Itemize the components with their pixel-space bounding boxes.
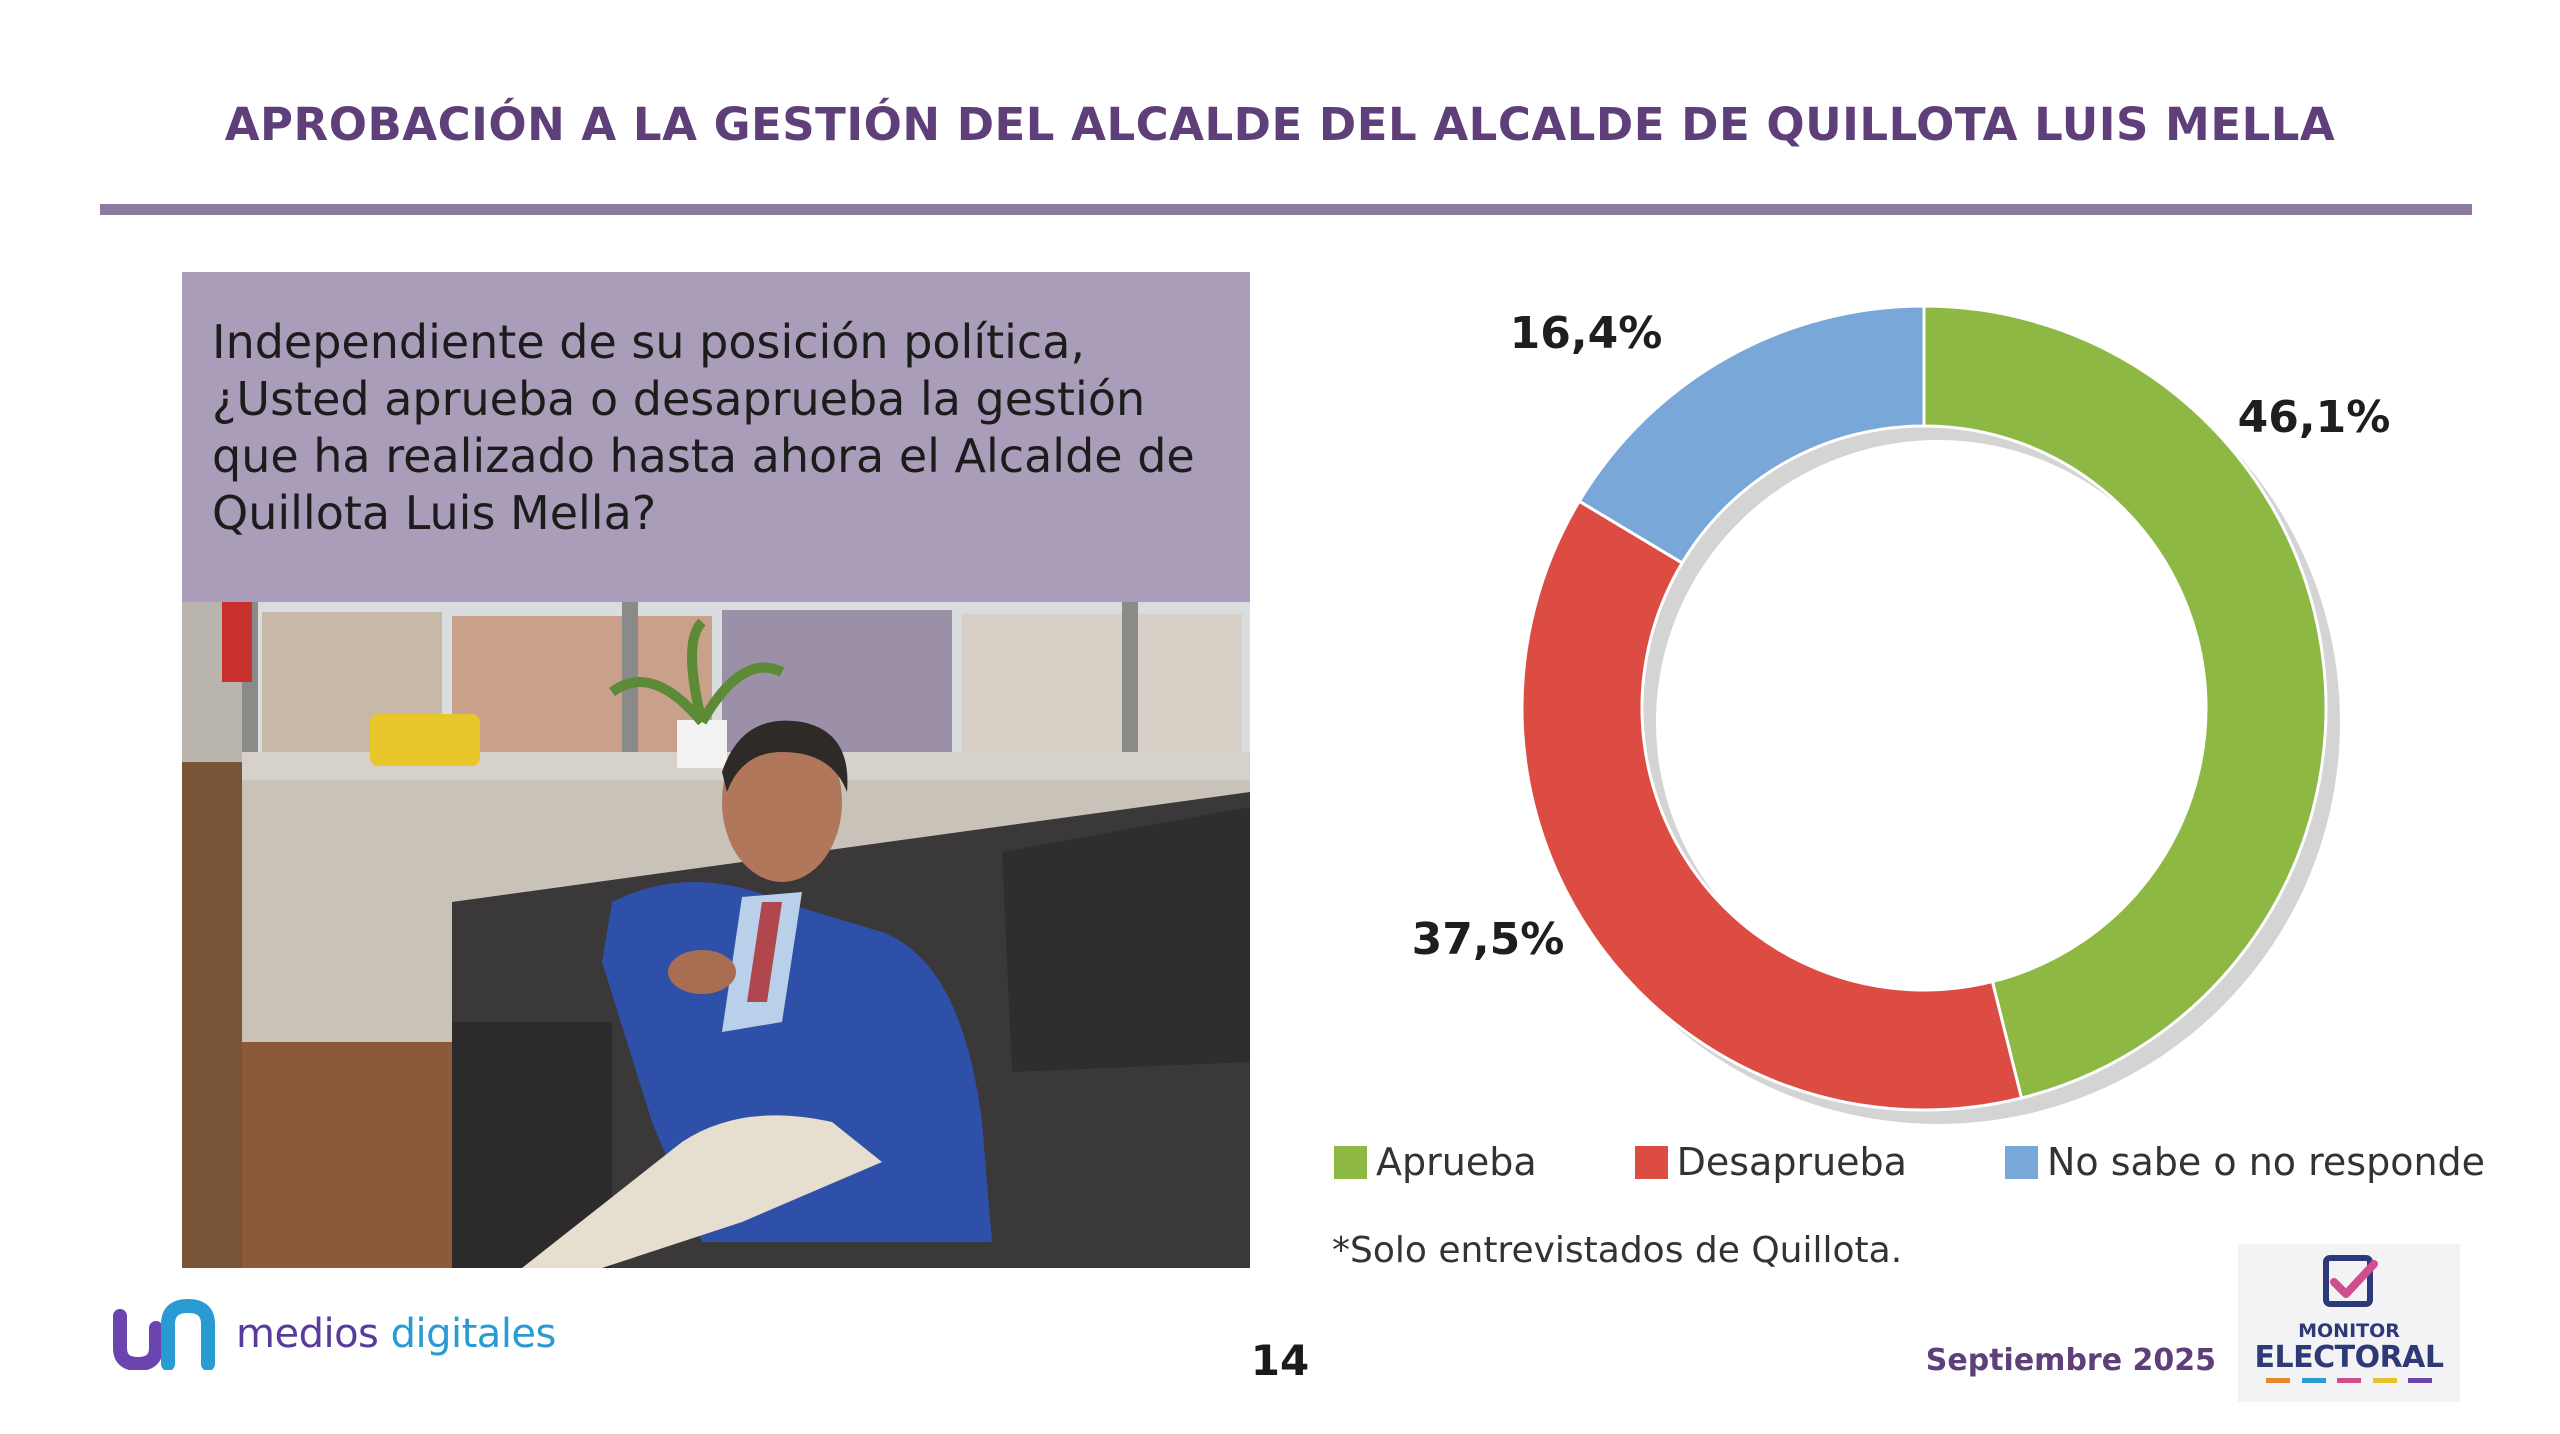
- legend-label-desaprueba: Desaprueba: [1676, 1140, 1907, 1184]
- brand-left-word2: digitales: [390, 1311, 557, 1357]
- medios-digitales-logo-icon: [113, 1298, 215, 1370]
- legend-item-desaprueba: Desaprueba: [1634, 1140, 1907, 1184]
- ballot-checkmark-icon: [2323, 1255, 2378, 1307]
- legend-swatch-no-sabe: [2004, 1145, 2038, 1179]
- report-date: Septiembre 2025: [1925, 1343, 2216, 1378]
- page-title: APROBACIÓN A LA GESTIÓN DEL ALCALDE DEL …: [224, 98, 2336, 151]
- page-number: 14: [1250, 1336, 1310, 1385]
- legend-item-aprueba: Aprueba: [1334, 1140, 1537, 1184]
- title-divider: [100, 204, 2472, 215]
- legend-item-no-sabe: No sabe o no responde: [2004, 1140, 2486, 1184]
- donut-slice-desaprueba: [1520, 499, 2024, 1112]
- brand-monitor-electoral: MONITOR ELECTORAL: [2238, 1244, 2460, 1402]
- legend-swatch-desaprueba: [1634, 1145, 1668, 1179]
- mayor-photo: [182, 602, 1250, 1268]
- legend-label-aprueba: Aprueba: [1376, 1140, 1537, 1184]
- brand-left-word1: medios: [236, 1311, 391, 1357]
- chart-legend: Aprueba Desaprueba No sabe o no responde: [1334, 1140, 2485, 1184]
- legend-label-no-sabe: No sabe o no responde: [2046, 1140, 2486, 1184]
- legend-swatch-aprueba: [1334, 1145, 1367, 1179]
- footnote: *Solo entrevistados de Quillota.: [1332, 1230, 1903, 1271]
- slice-label-desaprueba: 37,5%: [1412, 914, 1565, 965]
- brand-medios-digitales: medios digitales: [112, 1298, 556, 1370]
- brand-left-text: medios digitales: [236, 1311, 556, 1357]
- brand-right-word1: MONITOR: [2298, 1320, 2400, 1342]
- donut-slice-aprueba: [1922, 304, 2328, 1100]
- brand-right-word2: ELECTORAL: [2254, 1340, 2444, 1375]
- slice-label-aprueba: 46,1%: [2238, 392, 2391, 443]
- donut-slice-no-sabe-o-no-responde: [1577, 304, 1926, 565]
- brand-right-dashes: [2266, 1378, 2432, 1383]
- question-text: Independiente de su posición política, ¿…: [212, 315, 1195, 540]
- question-box: Independiente de su posición política, ¿…: [182, 272, 1250, 602]
- slice-label-no-sabe-o-no-responde: 16,4%: [1510, 308, 1663, 359]
